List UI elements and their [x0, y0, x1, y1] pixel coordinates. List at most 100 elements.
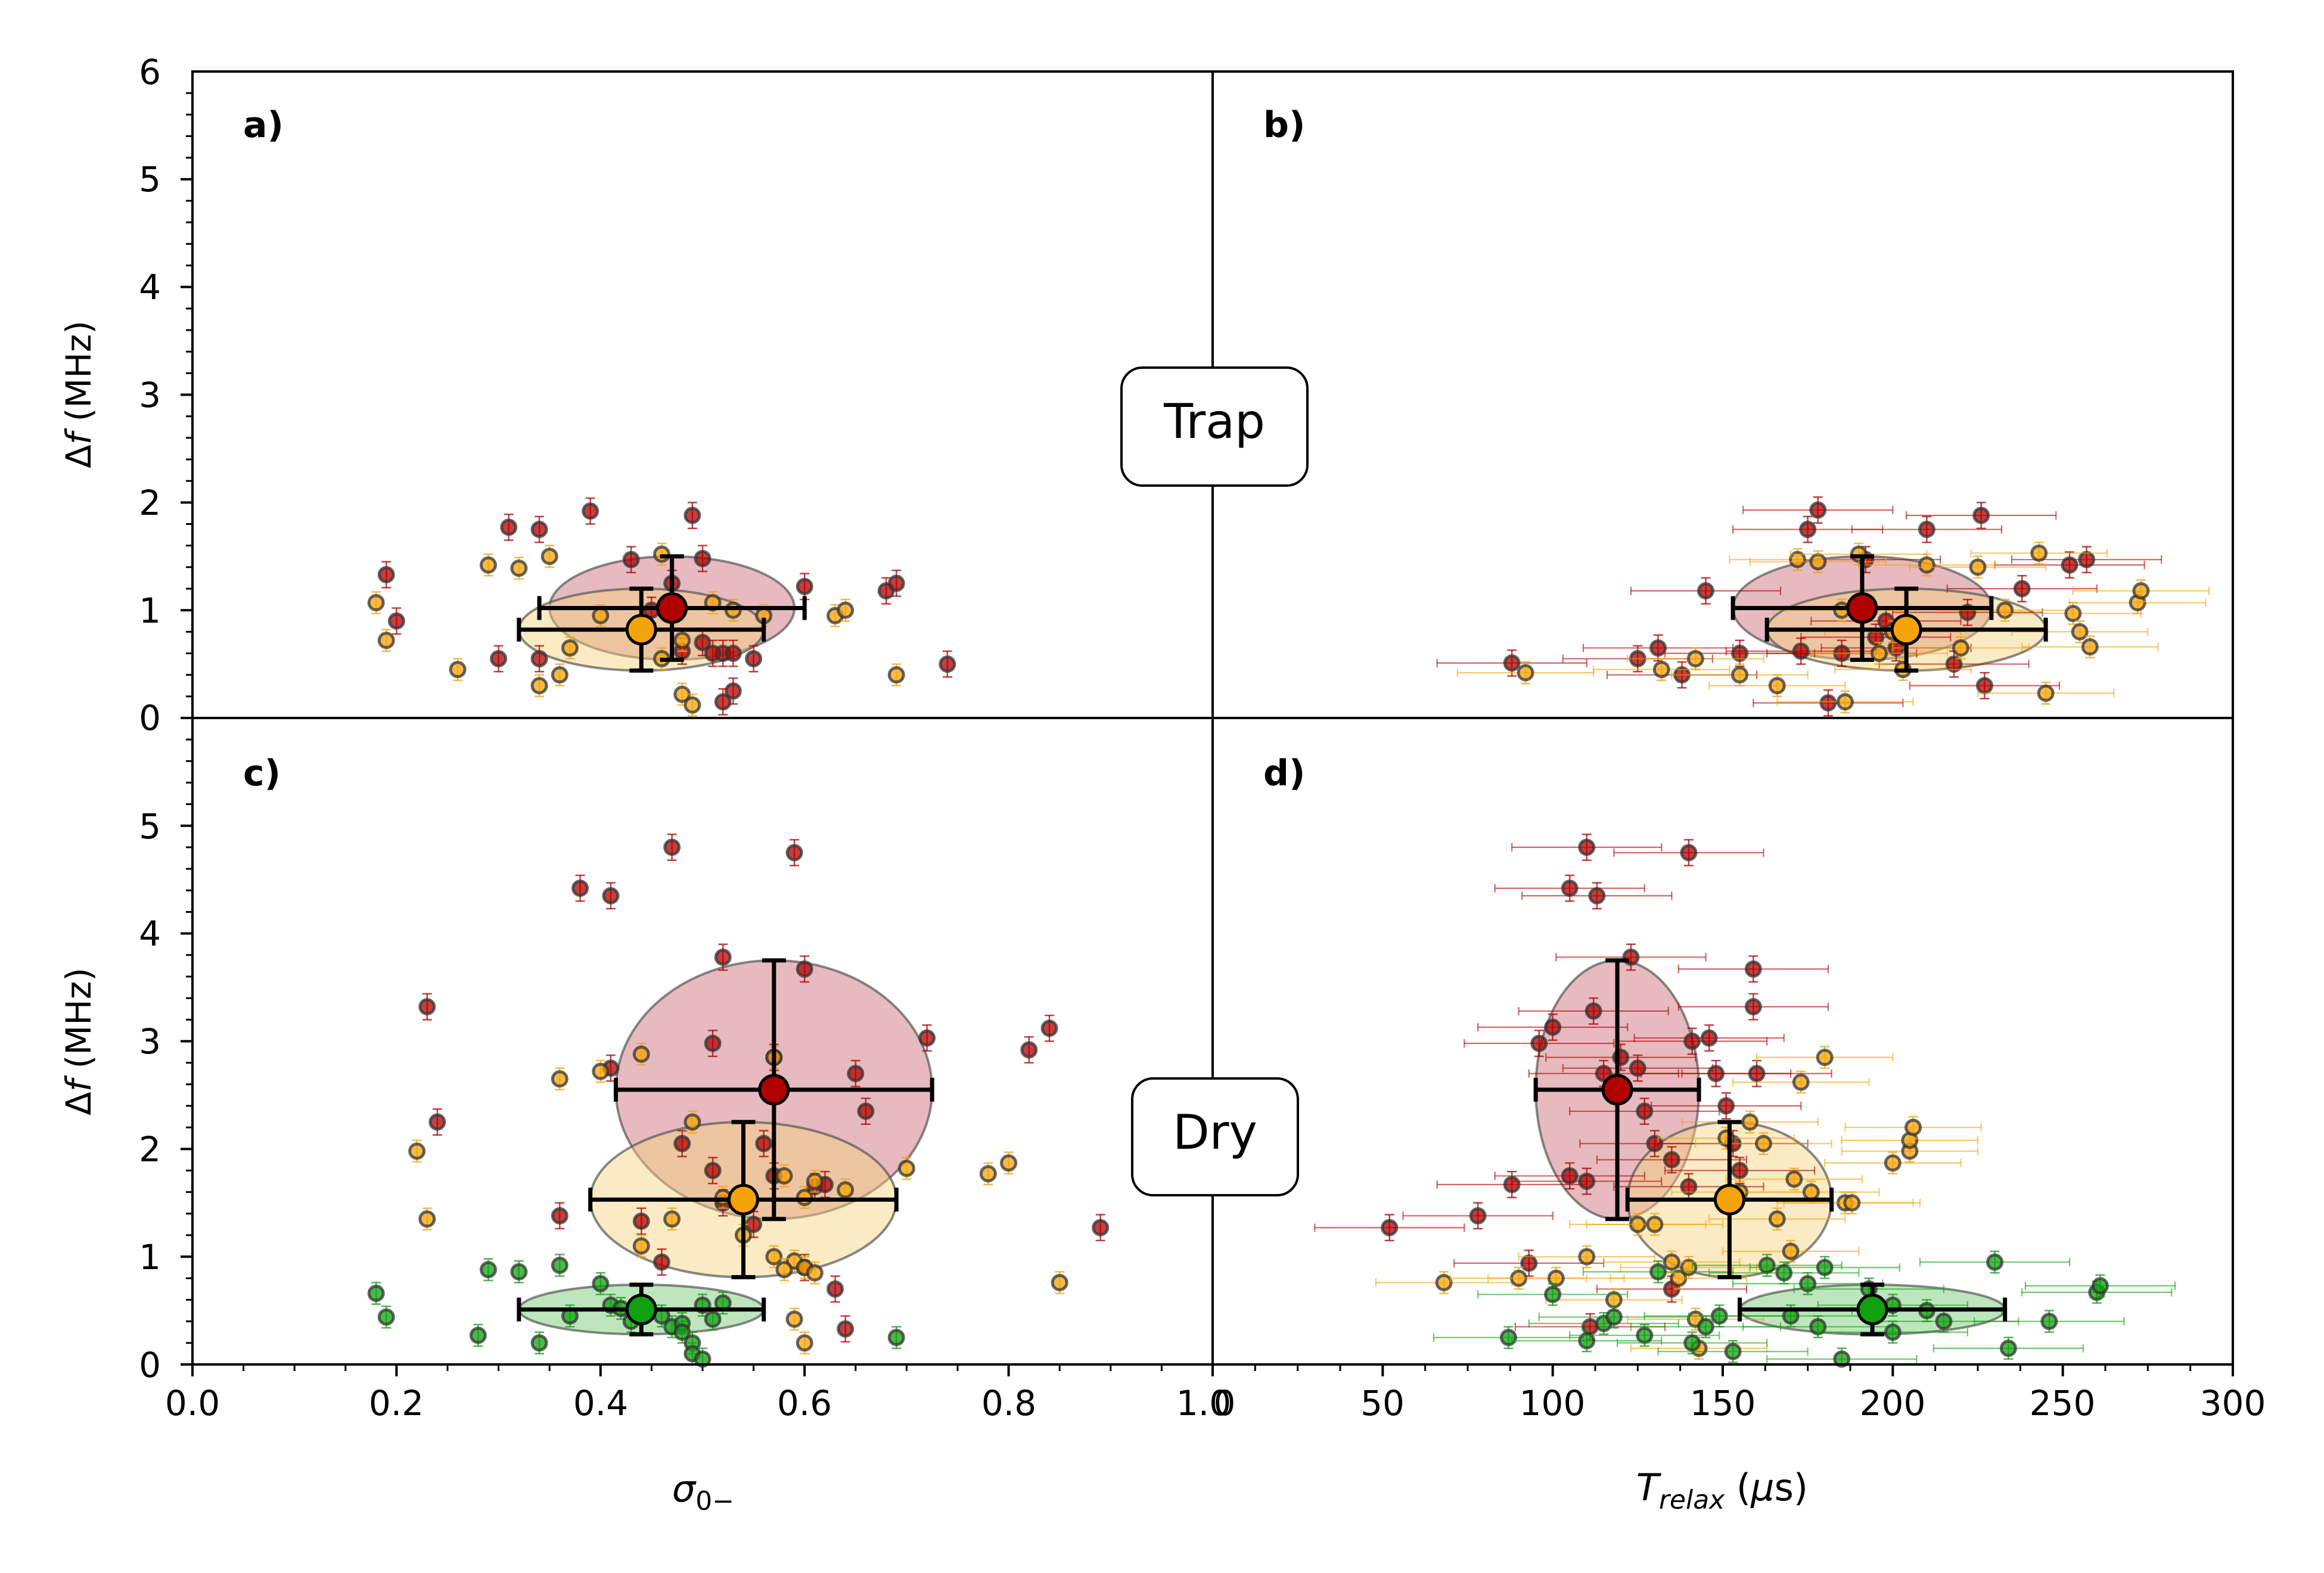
c-marker-orange [806, 1173, 824, 1190]
a-point-orange [367, 591, 385, 614]
b-marker-orange [1969, 558, 1987, 576]
c-point-orange [551, 1067, 568, 1091]
a-marker-red [622, 551, 640, 568]
c-point-red [673, 1130, 691, 1158]
b-marker-red [1918, 521, 1935, 539]
c-marker-green [510, 1263, 528, 1280]
d-point-orange [1708, 1207, 1846, 1231]
c-point-orange [796, 1331, 813, 1355]
b-point-orange [2011, 620, 2149, 644]
c-marker-green [469, 1326, 487, 1344]
c-marker-orange [785, 1310, 803, 1328]
c-marker-red [714, 948, 732, 966]
d-point-red [1651, 1092, 1802, 1120]
d-marker-red [1578, 1173, 1596, 1190]
c-marker-red [827, 1280, 844, 1298]
b-marker-red [1503, 654, 1521, 672]
a-point-orange [837, 598, 855, 622]
b-point-red [1851, 515, 2003, 543]
c-marker-orange [1000, 1154, 1018, 1172]
b-marker-red [1809, 501, 1827, 519]
b-marker-orange [1731, 666, 1749, 684]
a-marker-red [387, 612, 405, 630]
b-point-red [1909, 672, 2061, 700]
c-marker-red [428, 1113, 446, 1131]
b-point-orange [1892, 636, 2030, 660]
d-marker-green [2040, 1313, 2058, 1330]
c-marker-red [1092, 1218, 1110, 1236]
b-point-orange [1909, 555, 2047, 579]
d-point-orange [1518, 1245, 1655, 1269]
c-marker-green [367, 1285, 385, 1302]
panel-d-label: d) [1263, 753, 1305, 794]
c-point-green [377, 1305, 395, 1329]
d-point-red [1596, 1146, 1748, 1174]
d-point-green [1477, 1283, 1629, 1306]
ytick-a-6: 6 [139, 52, 161, 92]
b-point-red [1994, 551, 2145, 579]
a-marker-orange [377, 632, 395, 649]
d-point-green [1732, 1272, 1884, 1295]
d-point-orange [1487, 1267, 1625, 1290]
ytick-c-5: 5 [139, 806, 161, 847]
d-point-orange [1603, 1250, 1741, 1274]
b-point-orange [1708, 674, 1846, 698]
a-point-orange [449, 658, 467, 681]
c-point-orange [785, 1307, 803, 1331]
b-marker-orange [1952, 639, 1969, 657]
c-point-orange [765, 1245, 783, 1269]
y-axis-label-top: Δf (MHz) [58, 321, 99, 468]
c-marker-orange [837, 1181, 855, 1199]
c-marker-orange [418, 1210, 436, 1228]
d-marker-red [1588, 887, 1606, 904]
a-marker-orange [673, 632, 691, 649]
panel-c-label: c) [243, 753, 281, 794]
d-marker-red [1578, 838, 1596, 856]
xtick-c-5: 1.0 [1176, 1383, 1231, 1423]
b-point-orange [1456, 661, 1595, 685]
c-point-red [1020, 1036, 1038, 1064]
xtick-d-1: 50 [1360, 1383, 1405, 1423]
c-marker-red [1040, 1019, 1058, 1037]
d-marker-red [1744, 960, 1762, 978]
ytick-a-0: 0 [139, 698, 161, 738]
c-marker-green [704, 1310, 722, 1328]
d-point-orange [1695, 1131, 1832, 1155]
b-marker-orange [1517, 664, 1534, 682]
b-point-orange [1627, 647, 1764, 670]
b-marker-orange [1686, 650, 1704, 668]
d-point-red [1521, 882, 1673, 910]
c-point-red [418, 993, 436, 1021]
a-point-orange [479, 553, 497, 577]
c-point-green [479, 1258, 497, 1282]
c-marker-orange [551, 1070, 568, 1088]
a-point-orange [683, 693, 701, 717]
d-marker-orange [1884, 1154, 1902, 1172]
c-point-orange [775, 1164, 793, 1187]
c-point-orange [1051, 1271, 1068, 1294]
d-marker-green [1833, 1350, 1851, 1368]
b-marker-orange [2132, 582, 2150, 600]
d-marker-green [1697, 1318, 1714, 1336]
panel-a-ytick-labels: 0 1 2 3 4 5 6 [139, 52, 161, 738]
d-mean-red [1533, 958, 1701, 1221]
d-marker-green [1578, 1332, 1596, 1350]
a-point-red [490, 645, 508, 673]
a-marker-orange [479, 556, 497, 574]
d-point-orange [1681, 1110, 1819, 1134]
d-point-green [1657, 1339, 1809, 1363]
c-marker-orange [1051, 1274, 1068, 1292]
c-marker-green [479, 1261, 497, 1279]
c-point-red [796, 955, 813, 983]
b-mean-marker-red [1846, 592, 1878, 624]
panel-c [181, 738, 1214, 1376]
a-marker-orange [837, 601, 855, 619]
a-marker-orange [530, 677, 548, 695]
c-point-red [1040, 1014, 1058, 1042]
c-mean-orange [588, 1120, 899, 1280]
d-series-red [1314, 834, 1832, 1341]
c-marker-orange [979, 1165, 997, 1183]
d-mean-marker-red [1601, 1074, 1633, 1106]
c-marker-red [704, 1162, 722, 1179]
